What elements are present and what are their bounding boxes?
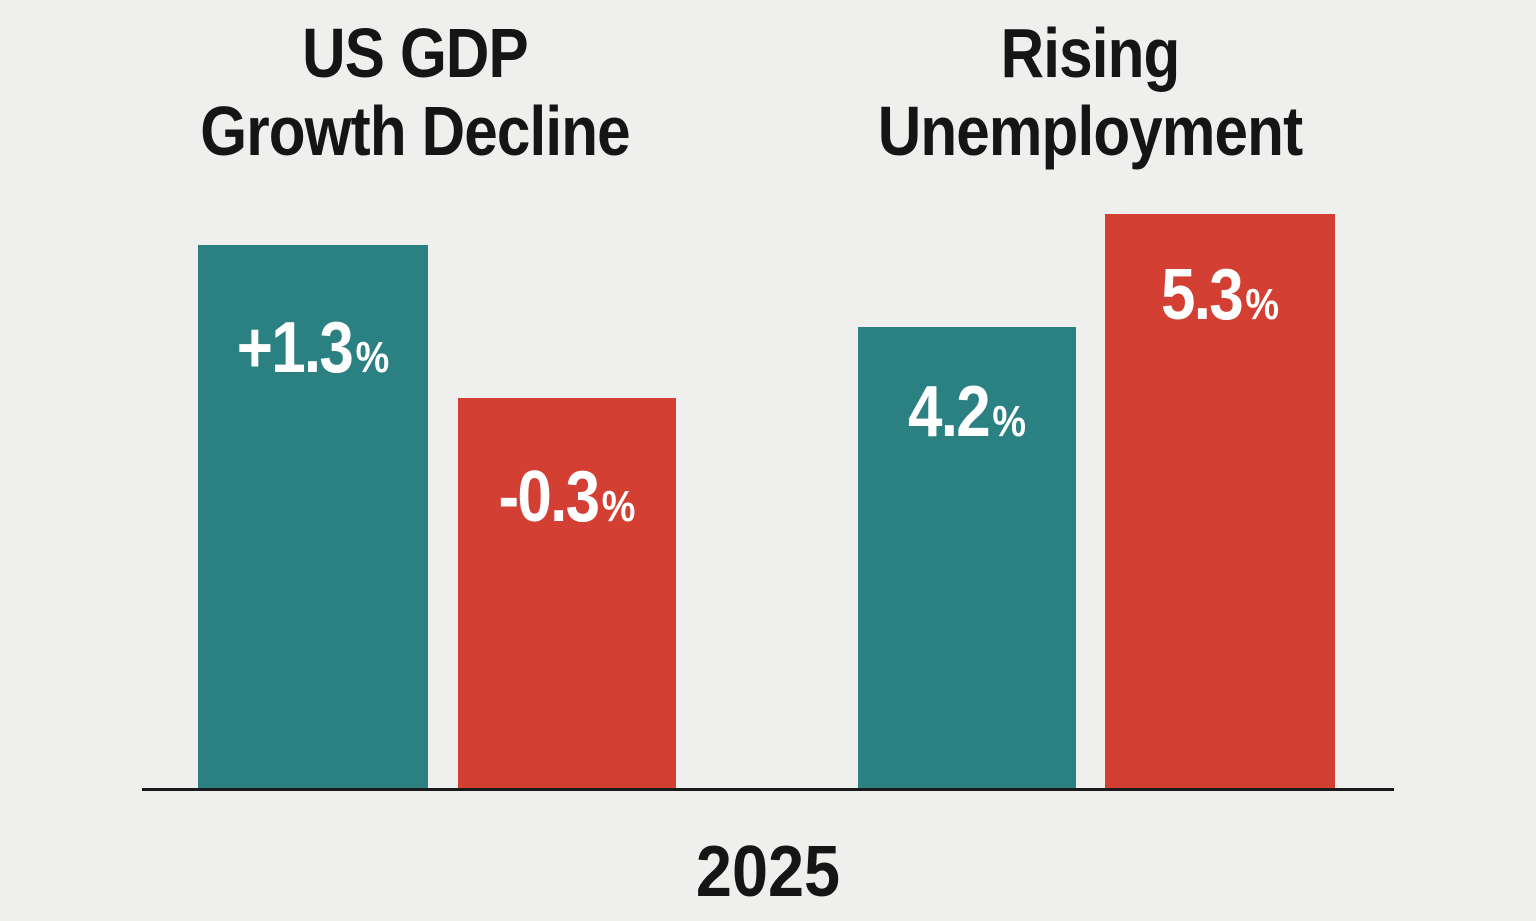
bar-value-unit: % [355, 333, 390, 382]
bar-value-unit: % [1245, 280, 1280, 330]
bar-value-number: -0.3 [498, 457, 601, 537]
gdp-title-line-1: US GDP [302, 14, 529, 92]
x-axis-baseline [142, 788, 1394, 791]
bar-value-label: -0.3% [473, 456, 660, 538]
bar-unemployment-2: 5.3% [1105, 214, 1335, 788]
gdp-title-line-2: Growth Decline [200, 92, 630, 170]
bar-value-label: 4.2% [873, 371, 1060, 453]
x-axis-label: 2025 [695, 832, 841, 912]
unemployment-chart-title: Rising Unemployment [789, 14, 1391, 170]
bar-value-unit: % [992, 397, 1027, 447]
bar-gdp-1: +1.3% [198, 245, 428, 788]
gdp-chart-title: US GDP Growth Decline [110, 14, 721, 170]
bar-gdp-2: -0.3% [458, 398, 676, 788]
unemployment-title-line-1: Rising [1000, 14, 1181, 92]
unemployment-title-line-2: Unemployment [877, 92, 1303, 170]
bar-value-label: 5.3% [1121, 254, 1319, 336]
bar-value-number: 4.2 [907, 372, 991, 453]
bar-value-unit: % [601, 482, 636, 531]
bar-value-number: 5.3 [1160, 255, 1244, 336]
bar-unemployment-1: 4.2% [858, 327, 1076, 788]
bar-value-number: +1.3 [236, 308, 354, 388]
bar-value-label: +1.3% [214, 307, 412, 389]
